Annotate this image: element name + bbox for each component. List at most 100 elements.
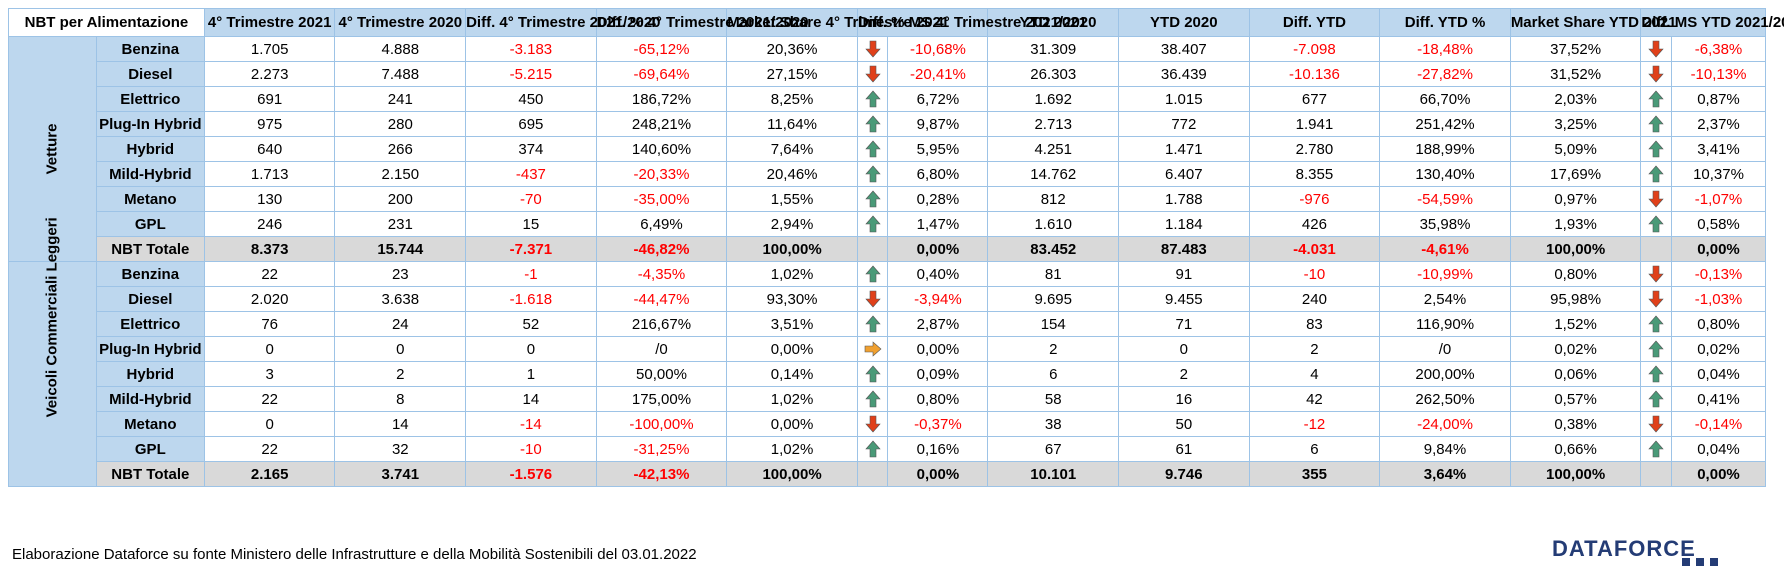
ytd-2021-cell: 1.610 [987,211,1120,237]
ytd-2020-cell: 16 [1118,386,1250,412]
arrow-down-icon [1648,40,1664,58]
row-label: Diesel [95,61,205,87]
ytd-2020-cell: 38.407 [1118,36,1250,62]
ytd-ms-diff-cell: 0,00% [1671,461,1766,487]
q4-diff-cell: 1 [465,361,597,387]
q4-diff-cell: -1.576 [465,461,597,487]
arrow-down-icon [864,290,881,308]
q4-diff-cell: 450 [465,86,597,112]
ytd-market-share-cell: 100,00% [1509,461,1642,487]
ytd-ms-diff-cell-trend [1640,436,1672,462]
table-row: Mild-Hybrid 1.713 2.150 -437 -20,33% 20,46% 6,… [9,161,1766,187]
q4-diff-pct-cell: 6,49% [595,211,728,237]
q4-diff-cell: -7.371 [465,236,597,262]
q4-2020-cell: 3.638 [334,286,467,312]
q4-ms-diff-cell: 1,47% [887,211,989,237]
ytd-2020-cell: 1.471 [1118,136,1250,162]
arrow-up-icon [864,140,881,158]
q4-ms-diff-cell-trend [856,111,889,137]
q4-diff-pct-cell: 50,00% [595,361,728,387]
arrow-up-icon [864,265,881,283]
row-label: Elettrico [95,311,205,337]
q4-market-share-cell: 3,51% [726,311,858,337]
q4-2020-cell: 266 [334,136,467,162]
q4-ms-diff-cell-trend [856,411,889,437]
ytd-ms-diff-cell: -6,38% [1671,36,1766,62]
table-title: NBT per Alimentazione [8,8,205,37]
ytd-market-share-cell: 100,00% [1509,236,1642,262]
ytd-diff-cell: -10 [1248,261,1381,287]
col-header: Diff. YTD [1248,8,1381,37]
ytd-2021-cell: 4.251 [987,136,1120,162]
ytd-diff-pct-cell: -54,59% [1379,186,1511,212]
col-header: Diff. MS YTD 2021/2020 [1640,8,1784,37]
ytd-2020-cell: 1.184 [1118,211,1250,237]
q4-2021-cell: 246 [203,211,336,237]
ytd-2020-cell: 2 [1118,361,1250,387]
q4-diff-cell: -1.618 [465,286,597,312]
q4-ms-diff-cell: 9,87% [887,111,989,137]
ytd-ms-diff-cell: 0,80% [1671,311,1766,337]
q4-diff-pct-cell: 140,60% [595,136,728,162]
ytd-diff-cell: 8.355 [1248,161,1381,187]
ytd-2020-cell: 36.439 [1118,61,1250,87]
ytd-diff-pct-cell: -27,82% [1379,61,1511,87]
q4-diff-cell: 0 [465,336,597,362]
ytd-ms-diff-cell-trend [1640,86,1672,112]
q4-2021-cell: 975 [203,111,336,137]
row-label: Plug-In Hybrid [95,111,205,137]
source-note: Elaborazione Dataforce su fonte Minister… [12,546,697,563]
ytd-diff-pct-cell: 200,00% [1379,361,1511,387]
arrow-down-icon [1648,190,1664,208]
ytd-market-share-cell: 0,66% [1509,436,1642,462]
ytd-diff-pct-cell: 2,54% [1379,286,1511,312]
ytd-diff-cell: -4.031 [1248,236,1381,262]
q4-diff-pct-cell: 216,67% [595,311,728,337]
q4-diff-cell: -70 [465,186,597,212]
arrow-down-icon [1648,415,1664,433]
ytd-2021-cell: 81 [987,261,1120,287]
q4-market-share-cell: 27,15% [726,61,858,87]
ytd-ms-diff-cell: 0,04% [1671,436,1766,462]
row-label: NBT Totale [95,236,205,262]
ytd-ms-diff-cell: 3,41% [1671,136,1766,162]
ytd-market-share-cell: 0,06% [1509,361,1642,387]
ytd-ms-diff-cell-trend [1640,311,1672,337]
q4-2020-cell: 200 [334,186,467,212]
q4-2021-cell: 2.273 [203,61,336,87]
ytd-market-share-cell: 3,25% [1509,111,1642,137]
ytd-diff-pct-cell: -4,61% [1379,236,1511,262]
row-label: Mild-Hybrid [95,386,205,412]
logo-dots-icon [1682,558,1718,566]
q4-market-share-cell: 1,02% [726,261,858,287]
ytd-2021-cell: 2 [987,336,1120,362]
ytd-market-share-cell: 0,57% [1509,386,1642,412]
ytd-diff-cell: 42 [1248,386,1381,412]
ytd-ms-diff-cell-trend [1640,386,1672,412]
arrow-right-icon [864,341,882,357]
arrow-down-icon [1648,65,1664,83]
ytd-market-share-cell: 37,52% [1509,36,1642,62]
table-row: Hybrid 640 266 374 140,60% 7,64% 5,95% 4.251 1.4… [9,136,1766,162]
q4-ms-diff-cell-trend [856,211,889,237]
ytd-2020-cell: 772 [1118,111,1250,137]
q4-2021-cell: 130 [203,186,336,212]
q4-market-share-cell: 2,94% [726,211,858,237]
ytd-ms-diff-cell: 2,37% [1671,111,1766,137]
q4-diff-cell: -437 [465,161,597,187]
arrow-up-icon [1648,390,1664,408]
arrow-up-icon [864,365,881,383]
arrow-up-icon [1648,90,1664,108]
ytd-ms-diff-cell-trend [1640,136,1672,162]
ytd-2021-cell: 14.762 [987,161,1120,187]
q4-ms-diff-cell-trend [856,336,889,362]
row-label: Metano [95,411,205,437]
ytd-diff-pct-cell: 188,99% [1379,136,1511,162]
q4-2020-cell: 15.744 [334,236,467,262]
ytd-2020-cell: 1.788 [1118,186,1250,212]
ytd-diff-cell: -12 [1248,411,1381,437]
q4-diff-cell: -14 [465,411,597,437]
q4-2021-cell: 0 [203,336,336,362]
q4-2021-cell: 3 [203,361,336,387]
q4-2021-cell: 0 [203,411,336,437]
